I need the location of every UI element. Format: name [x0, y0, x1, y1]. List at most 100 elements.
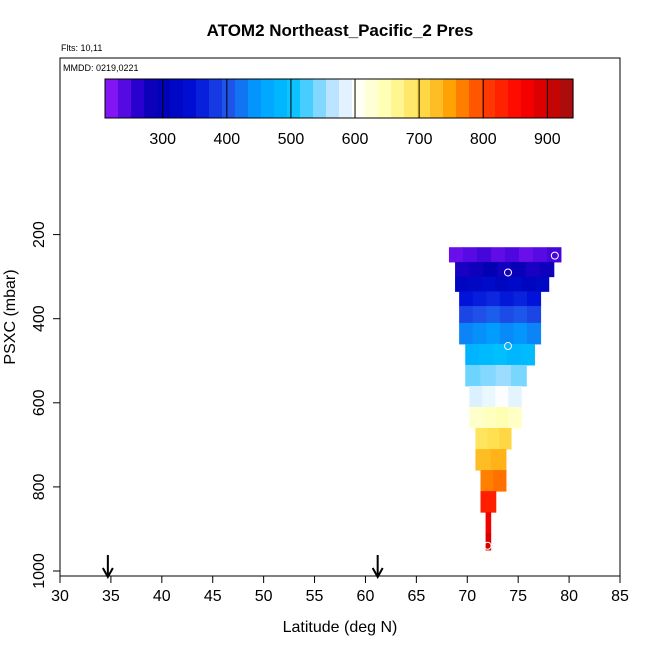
- profile-cell: [486, 322, 501, 345]
- colorbar-segment: [248, 79, 262, 118]
- colorbar-segment: [365, 79, 379, 118]
- colorbar-segment: [131, 79, 145, 118]
- colorbar-segment: [443, 79, 457, 118]
- profile-cell: [495, 407, 509, 429]
- profile-cell: [499, 428, 512, 450]
- y-tick-label: 200: [31, 221, 48, 248]
- profile-cell: [513, 291, 528, 307]
- profile-cell: [506, 343, 522, 366]
- x-tick-label: 80: [560, 588, 578, 605]
- profile-cell: [482, 385, 496, 408]
- colorbar-segment: [274, 79, 288, 118]
- profile-cell: [459, 306, 474, 324]
- profile-cell: [495, 385, 509, 408]
- x-tick-label: 55: [306, 588, 324, 605]
- profile-cell: [459, 291, 474, 307]
- profile-cell: [511, 364, 527, 387]
- plot-frame: [59, 57, 621, 577]
- profile-cell: [492, 343, 508, 366]
- colorbar-segment: [430, 79, 444, 118]
- profile-cells: [448, 247, 562, 551]
- profile-cell: [469, 407, 483, 429]
- colorbar-frame: [104, 78, 574, 119]
- colorbar-segment: [508, 79, 522, 118]
- profile-cell: [499, 291, 514, 307]
- colorbar-segment: [560, 79, 574, 118]
- profile-cell: [499, 306, 514, 324]
- y-axis: 200 400 600 800 1000: [31, 221, 60, 589]
- x-tick-label: 35: [102, 588, 120, 605]
- profile-cell: [448, 247, 464, 263]
- profile-cell: [532, 247, 548, 263]
- profile-cell: [480, 470, 494, 492]
- profile-cell: [465, 343, 480, 366]
- profile-cell: [527, 291, 542, 307]
- profile-cell: [472, 306, 487, 324]
- profile-cell: [482, 407, 496, 429]
- profile-cell: [481, 276, 496, 292]
- colorbar-segment: [170, 79, 184, 118]
- colorbar-segment: [521, 79, 535, 118]
- x-tick-label: 40: [153, 588, 171, 605]
- colorbar-tick-label: 500: [278, 131, 305, 148]
- profile-cell: [525, 261, 541, 278]
- colorbar-segment: [287, 79, 301, 118]
- x-tick-label: 50: [255, 588, 273, 605]
- colorbar-tick-label: 600: [342, 131, 369, 148]
- profile-marker: [504, 268, 512, 277]
- profile-cell: [518, 247, 534, 263]
- profile-cell: [487, 428, 500, 450]
- profile-cell: [520, 343, 535, 366]
- colorbar-segment: [326, 79, 340, 118]
- colorbar-segment: [404, 79, 418, 118]
- colorbar-segment: [469, 79, 483, 118]
- latitude-arrow: [101, 555, 114, 580]
- profile-cell: [455, 276, 469, 292]
- profile-cell: [480, 491, 497, 513]
- colorbar-segment: [482, 79, 496, 118]
- colorbar-segment: [196, 79, 210, 118]
- x-axis: 30 35 40 45 50 55 60 65 70 75 80 85: [51, 576, 629, 605]
- colorbar-segment: [456, 79, 470, 118]
- profile-cell: [508, 407, 522, 429]
- colorbar-segment: [417, 79, 431, 118]
- profile-cell: [521, 276, 536, 292]
- profile-cell: [455, 261, 470, 278]
- colorbar-tick-label: 800: [470, 131, 497, 148]
- colorbar-tick-label: 400: [213, 131, 240, 148]
- profile-cell: [504, 247, 520, 263]
- profile-cell: [469, 261, 484, 278]
- x-tick-label: 75: [509, 588, 527, 605]
- profile-cell: [490, 449, 507, 471]
- profile-cell: [469, 385, 483, 408]
- profile-marker: [483, 541, 492, 550]
- profile-cell: [483, 261, 498, 278]
- colorbar-segment: [261, 79, 275, 118]
- colorbar-segment: [235, 79, 249, 118]
- x-tick-label: 85: [611, 588, 629, 605]
- profile-cell: [485, 533, 492, 551]
- colorbar-segment: [313, 79, 327, 118]
- y-tick-label: 1000: [31, 553, 48, 589]
- y-tick-label: 400: [31, 305, 48, 332]
- colorbar-segment: [547, 79, 561, 118]
- profile-cell: [479, 343, 494, 366]
- profile-cell: [462, 247, 478, 263]
- latitude-arrows: [101, 555, 384, 580]
- profile-cell: [465, 364, 482, 387]
- profile-cell: [539, 261, 555, 278]
- profile-cell: [527, 322, 542, 345]
- latitude-arrow: [371, 555, 384, 580]
- profile-cell: [480, 364, 497, 387]
- profile-cell: [459, 322, 474, 345]
- x-axis-label: Latitude (deg N): [283, 619, 398, 636]
- profile-cell: [495, 276, 510, 292]
- x-tick-label: 60: [357, 588, 375, 605]
- profile-cell: [468, 276, 483, 292]
- colorbar-segment: [222, 79, 236, 118]
- profile-marker: [504, 342, 512, 351]
- profile-cell: [511, 261, 527, 278]
- flights-label: Flts: 10,11: [61, 43, 102, 53]
- profile-cell: [546, 247, 562, 263]
- colorbar: 300 400 500 600 700 800 900: [104, 78, 574, 148]
